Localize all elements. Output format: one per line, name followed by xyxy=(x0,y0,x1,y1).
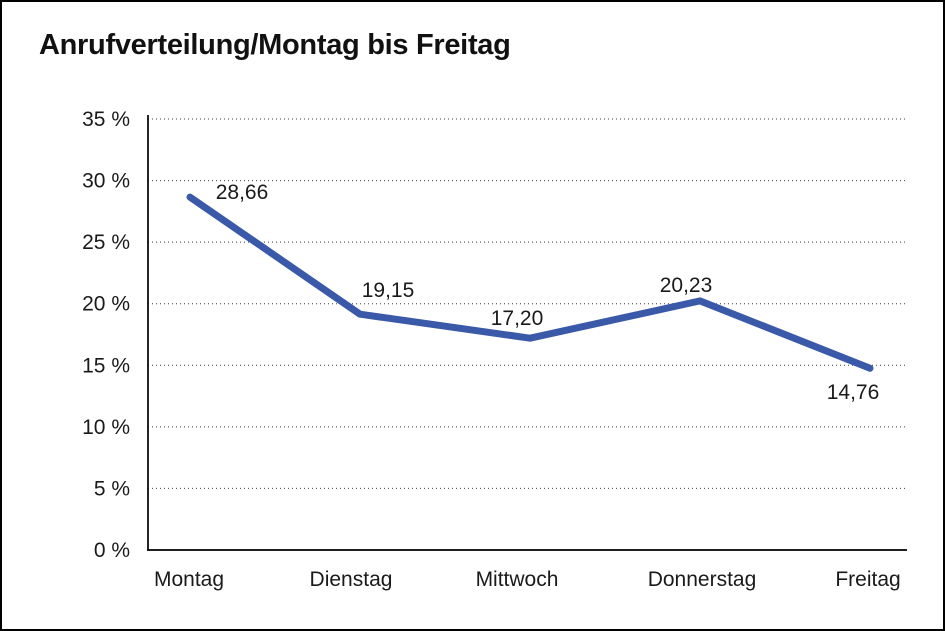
y-tick-label: 25 % xyxy=(82,231,130,254)
y-tick-label: 0 % xyxy=(94,539,130,562)
y-tick-label: 5 % xyxy=(94,477,130,500)
x-axis-label: Dienstag xyxy=(310,568,393,591)
data-point-label: 14,76 xyxy=(827,381,880,404)
data-point-label: 17,20 xyxy=(491,307,544,330)
chart-title: Anrufverteilung/Montag bis Freitag xyxy=(39,29,511,61)
y-tick-label: 15 % xyxy=(82,354,130,377)
y-tick-label: 35 % xyxy=(82,108,130,131)
y-tick-label: 30 % xyxy=(82,170,130,193)
y-tick-label: 10 % xyxy=(82,416,130,439)
x-axis-label: Montag xyxy=(154,568,224,591)
y-tick-label: 20 % xyxy=(82,293,130,316)
data-series-line xyxy=(186,193,874,372)
data-point-label: 20,23 xyxy=(660,274,713,297)
data-point-label: 19,15 xyxy=(362,279,415,302)
x-axis-label: Freitag xyxy=(835,568,900,591)
x-axis-label: Mittwoch xyxy=(476,568,559,591)
x-axis-label: Donnerstag xyxy=(648,568,757,591)
data-point-label: 28,66 xyxy=(216,181,269,204)
